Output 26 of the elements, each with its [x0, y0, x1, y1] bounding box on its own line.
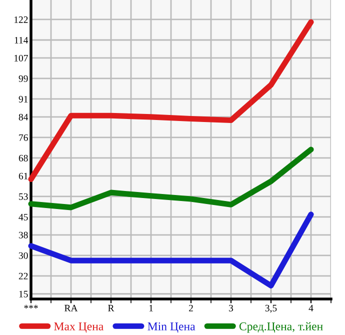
y-tick-label: 68	[18, 154, 28, 162]
x-tick-label: 2	[188, 304, 193, 312]
y-tick-label: 38	[18, 232, 28, 238]
x-tick-label: R	[108, 304, 114, 312]
legend-label: Max Цена	[54, 322, 104, 333]
y-tick-label: 114	[14, 36, 28, 44]
y-tick-label: 91	[18, 96, 28, 102]
y-tick-label: 15	[19, 290, 28, 298]
y-tick-label: 53	[19, 193, 28, 200]
x-tick-label: 1	[149, 304, 153, 312]
y-tick-label: 45	[18, 214, 28, 220]
y-tick-label: 76	[19, 134, 28, 141]
legend-label: Min Цена	[148, 322, 196, 333]
y-tick-label: 107	[14, 54, 28, 62]
y-tick-label: 30	[18, 252, 28, 259]
x-tick-label: 4	[308, 304, 314, 312]
x-tick-label: 3,5	[265, 304, 277, 313]
x-tick-label: RA	[64, 304, 78, 312]
y-tick-label: 84	[18, 114, 28, 120]
y-tick-label: 99	[18, 75, 28, 82]
legend-label: Сред.Цена, т.йен	[239, 322, 323, 333]
x-tick-label: 3	[229, 304, 234, 312]
x-tick-label: ***	[24, 304, 38, 308]
y-tick-label: 61	[18, 172, 28, 180]
y-tick-label: 22	[18, 272, 28, 280]
y-tick-label: 122	[14, 16, 28, 23]
